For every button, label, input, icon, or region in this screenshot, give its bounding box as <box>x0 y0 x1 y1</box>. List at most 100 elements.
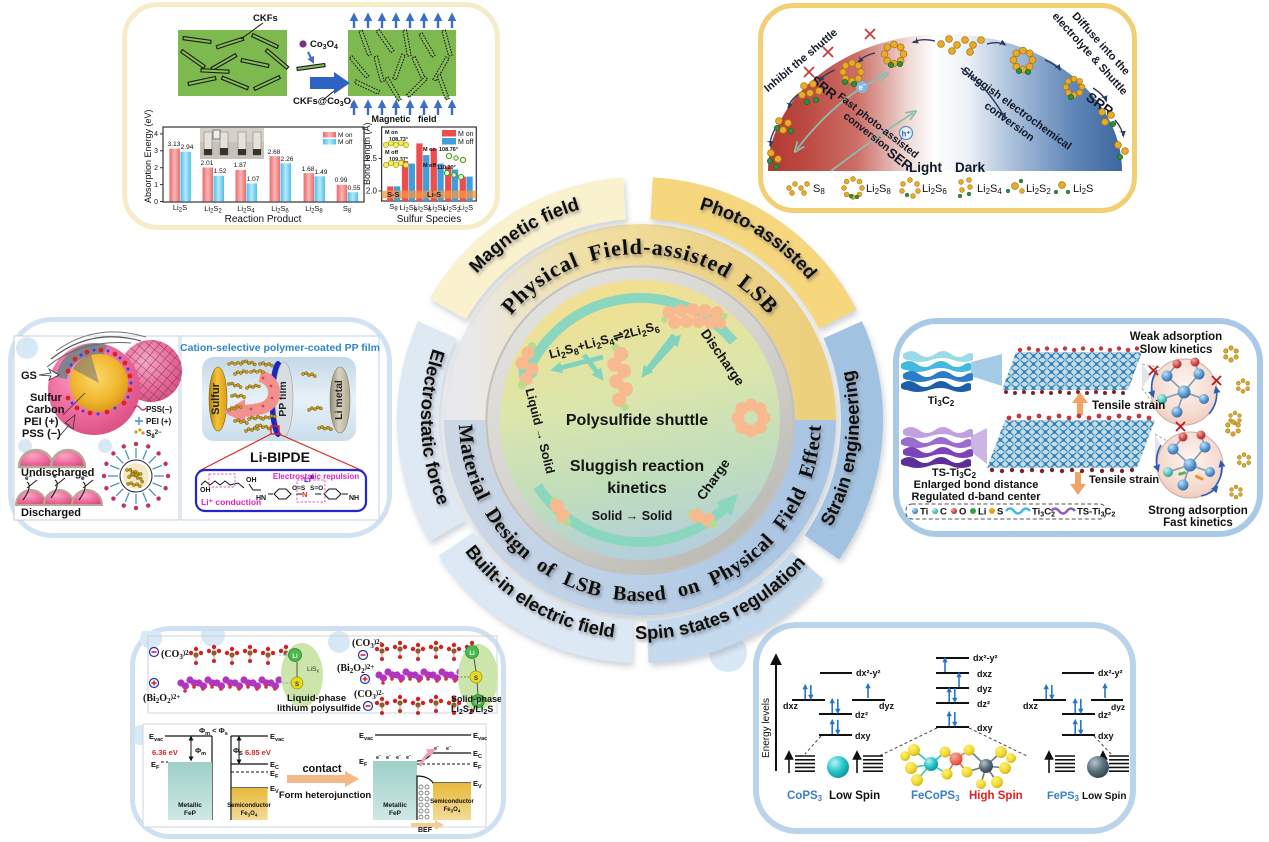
svg-text:High Spin: High Spin <box>969 790 1023 802</box>
svg-text:FeP: FeP <box>389 810 402 817</box>
svg-text:108.73°: 108.73° <box>389 137 408 143</box>
svg-text:Enlarged bond distance: Enlarged bond distance <box>914 479 1039 491</box>
svg-text:dx²-y²: dx²-y² <box>856 668 881 678</box>
svg-text:Solid → Solid: Solid → Solid <box>592 509 673 523</box>
svg-text:Li2S4: Li2S4 <box>977 183 1002 196</box>
svg-text:dx²-y²: dx²-y² <box>1098 668 1123 678</box>
svg-text:EF: EF <box>473 760 482 771</box>
svg-text:Li2S6: Li2S6 <box>922 183 947 196</box>
svg-text:2: 2 <box>154 165 158 172</box>
svg-text:Metallic: Metallic <box>178 802 202 809</box>
svg-text:S82−: S82− <box>146 429 162 440</box>
svg-text:0.99: 0.99 <box>335 177 348 184</box>
svg-text:Form heterojunction: Form heterojunction <box>279 790 372 801</box>
svg-text:Strong adsorption: Strong adsorption <box>1148 505 1248 517</box>
svg-text:Li: Li <box>978 507 986 518</box>
svg-text:e⁻: e⁻ <box>25 475 33 482</box>
svg-text:HN: HN <box>256 495 266 502</box>
svg-text:1.52: 1.52 <box>214 168 227 175</box>
svg-text:1: 1 <box>154 182 158 189</box>
svg-text:Absorption Energy (eV): Absorption Energy (eV) <box>143 109 153 203</box>
svg-text:S: S <box>295 682 299 688</box>
svg-text:Magnetic field: Magnetic field <box>371 114 436 124</box>
svg-text:Sulfur: Sulfur <box>30 392 62 404</box>
svg-text:lithium polysulfide: lithium polysulfide <box>277 703 361 714</box>
svg-text:Ti3C2: Ti3C2 <box>928 395 955 408</box>
svg-text:Evac: Evac <box>473 731 487 742</box>
svg-text:eˉ: eˉ <box>858 83 865 92</box>
svg-text:PSS(−): PSS(−) <box>146 405 172 414</box>
svg-text:Evac: Evac <box>149 732 163 743</box>
svg-text:EV: EV <box>473 779 482 790</box>
svg-text:Energy levels: Energy levels <box>761 698 772 758</box>
svg-text:NH: NH <box>349 495 359 502</box>
svg-text:1.68: 1.68 <box>302 166 315 173</box>
svg-text:Carbon: Carbon <box>26 404 65 416</box>
svg-text:dx²-y²: dx²-y² <box>973 653 998 663</box>
svg-text:contact: contact <box>302 763 341 775</box>
svg-text:dxz: dxz <box>1023 701 1039 711</box>
svg-text:Li: Li <box>475 700 481 706</box>
svg-text:M on: M on <box>338 132 353 139</box>
svg-text:Light: Light <box>909 160 942 175</box>
svg-text:dxz: dxz <box>783 701 799 711</box>
svg-text:Li-BIPDE: Li-BIPDE <box>250 449 310 465</box>
svg-text:110.20°: 110.20° <box>437 165 456 171</box>
svg-text:Li2S: Li2S <box>459 203 473 214</box>
svg-text:S=O: S=O <box>310 485 323 492</box>
svg-text:2.26: 2.26 <box>281 156 294 163</box>
svg-text:Undischarged: Undischarged <box>21 467 94 479</box>
svg-text:dxy: dxy <box>977 723 993 733</box>
svg-text:Polysulfide shuttle: Polysulfide shuttle <box>566 412 708 429</box>
svg-text:Li2S2: Li2S2 <box>443 203 461 214</box>
svg-text:eˉ: eˉ <box>396 755 401 761</box>
svg-text:TS-Ti3C2: TS-Ti3C2 <box>932 467 977 480</box>
svg-text:EF: EF <box>151 760 160 771</box>
svg-text:eˉ: eˉ <box>386 755 391 761</box>
svg-text:PSS (−): PSS (−) <box>22 428 61 440</box>
svg-text:O: O <box>959 507 966 518</box>
svg-text:Li2S2: Li2S2 <box>204 204 222 215</box>
svg-text:M on: M on <box>423 147 436 153</box>
svg-text:EC: EC <box>473 749 482 760</box>
svg-text:Ti3C2: Ti3C2 <box>1032 507 1055 519</box>
svg-text:Li2S2: Li2S2 <box>1026 183 1051 196</box>
svg-text:Li2S2/Li2S: Li2S2/Li2S <box>451 704 493 716</box>
svg-text:Li2S8: Li2S8 <box>305 204 323 215</box>
svg-text:ΦS: ΦS <box>233 746 243 757</box>
svg-text:1.49: 1.49 <box>315 169 328 176</box>
svg-text:Dark: Dark <box>955 160 986 175</box>
svg-text:M off: M off <box>385 150 398 156</box>
svg-text:Semiconductor: Semiconductor <box>227 803 271 809</box>
svg-text:M on: M on <box>458 131 474 138</box>
svg-text:FeCoPS3: FeCoPS3 <box>911 790 960 803</box>
svg-text:OH: OH <box>200 487 211 494</box>
svg-text:eˉ: eˉ <box>434 746 439 752</box>
svg-text:Evac: Evac <box>359 731 373 742</box>
svg-text:S: S <box>997 507 1003 518</box>
svg-text:Li: Li <box>304 475 311 484</box>
svg-text:109.37°: 109.37° <box>389 157 408 163</box>
svg-text:108.76°: 108.76° <box>439 147 458 153</box>
svg-text:dxy: dxy <box>1098 731 1114 741</box>
svg-text:Reaction Product: Reaction Product <box>225 214 302 225</box>
svg-text:eˉ: eˉ <box>406 755 411 761</box>
svg-text:dyz: dyz <box>879 701 895 711</box>
svg-text:e⁻: e⁻ <box>81 475 89 482</box>
svg-text:Li⁺ conduction: Li⁺ conduction <box>201 497 261 507</box>
svg-text:EC: EC <box>270 760 279 771</box>
svg-text:Electrostatic repulsion: Electrostatic repulsion <box>273 472 359 481</box>
svg-text:2.01: 2.01 <box>201 160 214 167</box>
svg-text:Solid-phase: Solid-phase <box>451 694 501 704</box>
svg-text:Li metal: Li metal <box>333 380 345 420</box>
svg-text:eˉ: eˉ <box>446 746 451 752</box>
svg-text:N: N <box>302 490 307 499</box>
svg-text:Li2S4: Li2S4 <box>428 203 446 214</box>
svg-text:Li-S: Li-S <box>427 190 441 199</box>
svg-text:dz²: dz² <box>977 699 990 709</box>
svg-text:0: 0 <box>154 199 158 206</box>
svg-text:dyz: dyz <box>1111 702 1125 712</box>
svg-text:PEI (+): PEI (+) <box>24 416 59 428</box>
svg-text:Fe3O4: Fe3O4 <box>444 807 461 814</box>
svg-text:Li2S8: Li2S8 <box>866 183 891 196</box>
